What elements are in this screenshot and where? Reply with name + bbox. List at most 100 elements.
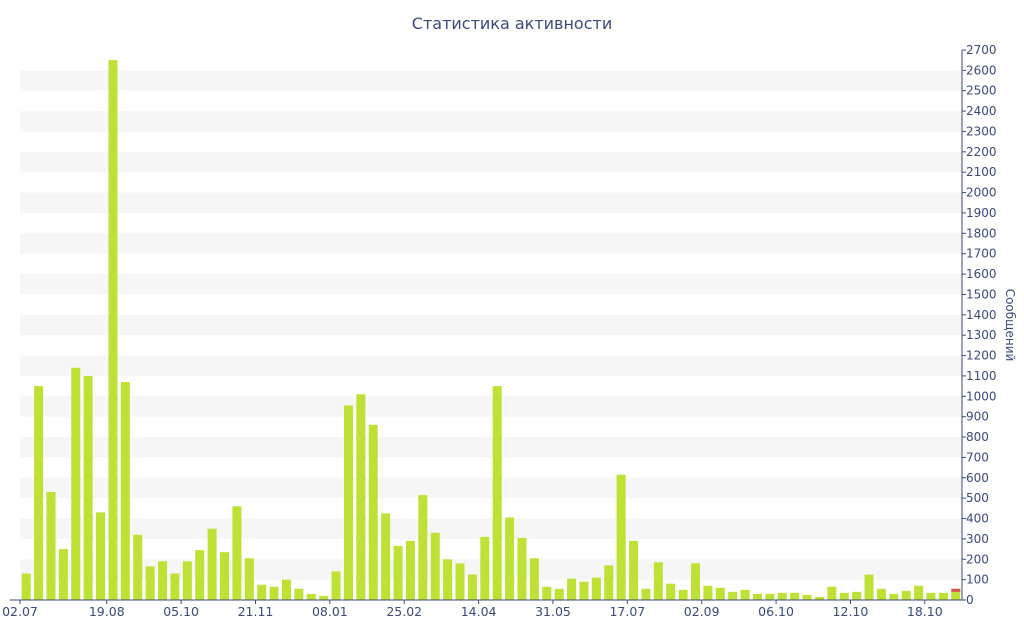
bar	[492, 386, 502, 600]
y-tick-label: 1400	[966, 308, 997, 322]
y-tick-label: 200	[966, 552, 989, 566]
bar	[864, 574, 874, 600]
bar	[343, 405, 353, 600]
y-tick-label: 1700	[966, 247, 997, 261]
bar	[145, 566, 155, 600]
grid-bands	[20, 70, 962, 580]
bar	[393, 546, 403, 600]
bar	[752, 593, 762, 600]
bar	[951, 588, 961, 600]
bar	[455, 563, 465, 600]
bar	[529, 558, 539, 600]
bar	[703, 585, 713, 600]
y-tick-label: 2200	[966, 145, 997, 159]
x-tick-label: 12.10	[833, 604, 869, 619]
bar	[777, 592, 787, 600]
y-tick-label: 1800	[966, 226, 997, 240]
bar	[765, 593, 775, 600]
bar	[554, 588, 564, 600]
bar	[852, 591, 862, 600]
bar	[319, 595, 329, 600]
x-tick-label: 21.11	[238, 604, 274, 619]
bar	[158, 561, 168, 600]
grid-band	[20, 70, 962, 91]
y-tick-label: 1600	[966, 267, 997, 281]
bar	[827, 586, 837, 600]
y-tick-label: 800	[966, 430, 989, 444]
y-tick-label: 600	[966, 471, 989, 485]
grid-band	[20, 396, 962, 417]
x-tick-label: 17.07	[609, 604, 645, 619]
bar	[467, 574, 477, 600]
bar	[629, 540, 639, 600]
grid-band	[20, 192, 962, 213]
y-tick-label: 400	[966, 512, 989, 526]
bar	[405, 540, 415, 600]
bar	[517, 537, 527, 600]
x-tick-label: 31.05	[535, 604, 571, 619]
bar	[889, 593, 899, 600]
bar	[790, 592, 800, 600]
grid-band	[20, 437, 962, 458]
bar	[71, 367, 81, 600]
x-tick-label: 02.07	[2, 604, 38, 619]
y-axis-label: Сообщений	[1003, 289, 1017, 362]
x-tick-label: 25.02	[386, 604, 422, 619]
bar	[938, 592, 948, 600]
grid-band	[20, 111, 962, 132]
x-tick-label: 18.10	[907, 604, 943, 619]
bar	[133, 534, 143, 600]
bar	[691, 563, 701, 600]
bar	[58, 549, 68, 600]
bar	[443, 559, 453, 600]
bar	[641, 588, 651, 600]
bar	[120, 382, 130, 600]
y-tick-label: 2000	[966, 186, 997, 200]
bar	[666, 583, 676, 600]
bar	[294, 588, 304, 600]
y-tick-label: 2400	[966, 104, 997, 118]
y-tick-label: 1000	[966, 389, 997, 403]
grid-band	[20, 233, 962, 254]
bar	[802, 594, 812, 600]
y-tick-label: 2600	[966, 63, 997, 77]
bar	[182, 561, 192, 600]
bar	[653, 562, 663, 600]
bar	[839, 592, 849, 600]
bar	[579, 581, 589, 600]
bar	[381, 513, 391, 600]
grid-band	[20, 314, 962, 336]
bar	[83, 375, 93, 600]
bar	[281, 579, 291, 600]
y-tick-label: 500	[966, 491, 989, 505]
y-tick-label: 300	[966, 532, 989, 546]
x-tick-label: 05.10	[163, 604, 199, 619]
bar	[430, 532, 440, 600]
bar	[108, 60, 118, 601]
chart-title: Статистика активности	[411, 14, 613, 33]
bar	[901, 590, 911, 600]
bar	[814, 596, 824, 600]
bar	[34, 386, 44, 600]
x-tick-label: 02.09	[684, 604, 720, 619]
y-tick-label: 100	[966, 573, 989, 587]
bar	[368, 424, 378, 600]
bar	[331, 571, 341, 600]
x-tick-label: 08.01	[312, 604, 348, 619]
y-tick-label: 1100	[966, 369, 997, 383]
y-axis: 0 100 200 300 400 500 600 700 800 900 1000 1100 1200…	[961, 43, 997, 607]
y-tick-label: 1300	[966, 328, 997, 342]
bar	[604, 565, 614, 600]
x-axis: 02.07 19.08 05.10 21.11 08.01 25.02 14.04 31.05…	[2, 599, 962, 619]
grid-band	[20, 477, 962, 499]
y-tick-label: 1500	[966, 287, 997, 301]
bar	[542, 586, 552, 600]
y-tick-label: 2300	[966, 124, 997, 138]
grid-band	[20, 518, 962, 539]
bar	[616, 474, 626, 600]
bar	[207, 528, 217, 600]
bar	[21, 573, 31, 600]
y-tick-label: 900	[966, 410, 989, 424]
